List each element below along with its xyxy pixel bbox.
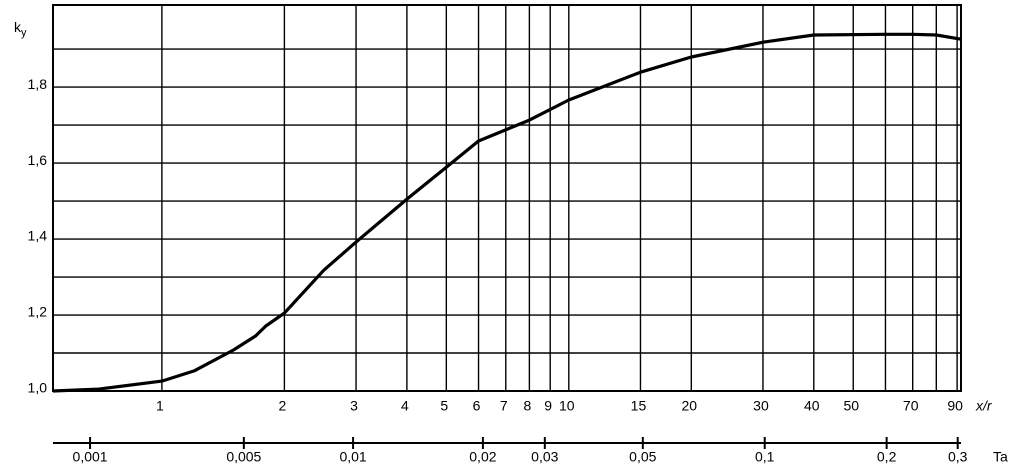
ta-axis-label: Ta — [993, 449, 1008, 465]
x-tick-label: 4 — [401, 398, 409, 414]
curve — [52, 32, 962, 393]
ta-tick-label: 0,001 — [73, 449, 108, 465]
x-axis-label: x/r — [975, 398, 993, 414]
x-tick-label: 7 — [500, 398, 508, 414]
x-tick-label: 2 — [278, 398, 286, 414]
y-axis-label-main: k — [14, 19, 22, 35]
x-tick-label: 3 — [350, 398, 358, 414]
ta-tick-label: 0,2 — [877, 449, 897, 465]
x-tick-label: 15 — [631, 398, 647, 414]
x-tick-label: 5 — [440, 398, 448, 414]
ta-tick-label: 0,005 — [226, 449, 261, 465]
plot-frame — [52, 4, 962, 392]
y-tick-label: 1,6 — [28, 152, 48, 168]
x-tick-label: 40 — [804, 398, 820, 414]
x-tick-label: 30 — [753, 398, 769, 414]
x-tick-label: 8 — [523, 398, 531, 414]
x-tick-label: 6 — [473, 398, 481, 414]
ta-tick-label: 0,1 — [755, 449, 775, 465]
y-axis-label-sub: y — [21, 27, 27, 39]
y-tick-label: 1,0 — [28, 380, 48, 396]
x-tick-label: 70 — [903, 398, 919, 414]
x-tick-label: 90 — [947, 398, 963, 414]
ta-tick-label: 0,05 — [629, 449, 656, 465]
x-tick-label: 20 — [682, 398, 698, 414]
ta-tick-label: 0,3 — [948, 449, 968, 465]
x-tick-label: 10 — [559, 398, 575, 414]
y-axis-label: ky — [14, 19, 27, 39]
x-tick-label: 1 — [156, 398, 164, 414]
y-tick-label: 1,8 — [28, 76, 48, 92]
y-tick-label: 1,4 — [28, 228, 48, 244]
x-tick-label: 50 — [843, 398, 859, 414]
x-tick-label: 9 — [544, 398, 552, 414]
ta-tick-label: 0,03 — [531, 449, 558, 465]
ta-tick-label: 0,01 — [339, 449, 366, 465]
y-tick-label: 1,2 — [28, 304, 48, 320]
ta-tick-label: 0,02 — [469, 449, 496, 465]
